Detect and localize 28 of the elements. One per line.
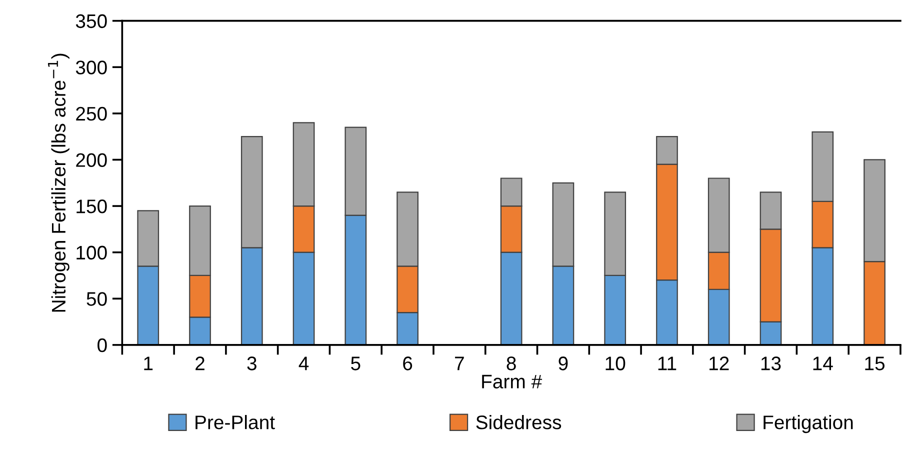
x-tick-label: 1	[144, 356, 153, 370]
y-tick-label: 100	[76, 246, 107, 260]
x-tick-label: 5	[351, 356, 360, 370]
y-tick-label: 150	[76, 200, 107, 214]
x-tick-label: 3	[247, 356, 256, 370]
y-tick-label: 50	[86, 292, 107, 306]
legend-label: Fertigation	[764, 414, 853, 434]
y-tick-label: 250	[76, 106, 107, 121]
y-tick-label: 200	[76, 153, 107, 167]
legend-label: Pre-Plant	[196, 414, 275, 430]
x-tick-label: 12	[710, 356, 729, 370]
x-tick-label: 11	[658, 356, 676, 370]
y-tick-label: 350	[76, 14, 107, 28]
y-axis-title: Nitrogen Fertilizer (lbs acre$^{−1}$)	[48, 54, 70, 312]
x-tick-label: 14	[813, 356, 833, 370]
x-tick-label: 15	[865, 356, 885, 370]
y-tick-label: 300	[76, 60, 107, 74]
x-tick-label: 6	[403, 356, 412, 370]
y-tick-label: 0	[98, 338, 107, 352]
legend-label: Sidedress	[476, 414, 562, 430]
x-tick-label: 7	[455, 356, 464, 370]
x-tick-label: 13	[761, 356, 781, 370]
x-tick-label: 10	[606, 356, 626, 370]
x-tick-label: 2	[196, 356, 204, 370]
x-axis-title: Farm #	[482, 374, 542, 388]
x-tick-label: 8	[506, 356, 516, 370]
x-tick-label: 4	[298, 356, 309, 370]
x-tick-label: 9	[558, 356, 568, 370]
